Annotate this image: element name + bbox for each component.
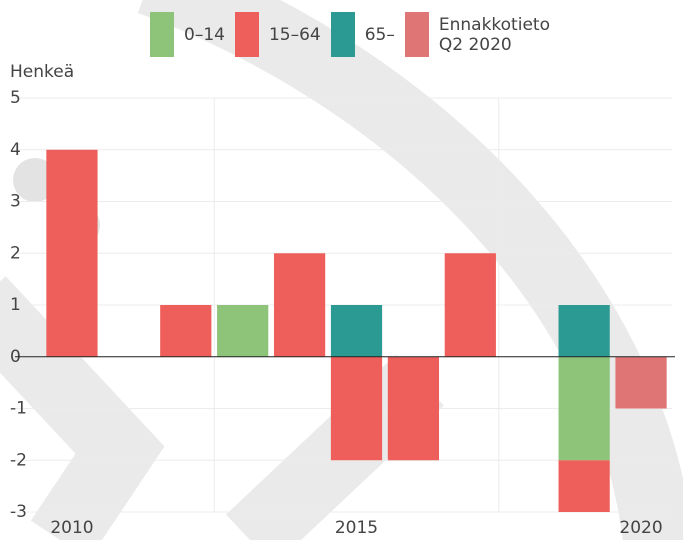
- legend-item: 0–14: [150, 12, 225, 57]
- legend-swatch: [150, 12, 174, 57]
- y-tick-label: 3: [10, 192, 21, 212]
- x-tick-label: 2015: [335, 518, 378, 538]
- bar: [217, 305, 269, 357]
- y-tick-label: 5: [10, 88, 21, 108]
- legend-item: Ennakkotieto Q2 2020: [404, 12, 569, 57]
- bar: [558, 305, 610, 357]
- legend-swatch: [234, 12, 259, 57]
- watermark-stroke: [0, 276, 165, 540]
- legend-label: 65–: [364, 24, 395, 45]
- y-tick-label: 4: [10, 140, 21, 160]
- bar: [387, 356, 440, 461]
- bar: [160, 305, 212, 357]
- y-tick-label: -1: [10, 399, 27, 419]
- legend-swatch: [404, 12, 429, 57]
- legend-label: 0–14: [184, 24, 225, 45]
- y-tick-label: 2: [10, 243, 21, 263]
- x-tick-label: 2010: [50, 518, 93, 538]
- bar: [558, 356, 610, 461]
- y-tick-label: -2: [10, 450, 27, 470]
- bar: [330, 356, 383, 461]
- bar: [558, 460, 610, 512]
- bar: [330, 305, 383, 357]
- legend: 0–14 15–64 65– Ennakkotieto Q2 2020: [150, 12, 569, 57]
- legend-label: 15–64: [268, 24, 321, 45]
- legend-swatch: [330, 12, 355, 57]
- legend-item: 15–64: [234, 12, 321, 57]
- watermark-dot: [13, 158, 57, 202]
- legend-item: 65–: [330, 12, 395, 57]
- bar: [444, 253, 496, 357]
- y-tick-label: 1: [10, 295, 21, 315]
- bar: [615, 356, 667, 409]
- bar: [273, 253, 326, 357]
- y-tick-label: -3: [10, 502, 27, 522]
- legend-label: Ennakkotieto Q2 2020: [438, 14, 550, 55]
- x-tick-label: 2020: [619, 518, 662, 538]
- bar: [46, 149, 98, 357]
- y-axis-label: Henkeä: [10, 62, 74, 82]
